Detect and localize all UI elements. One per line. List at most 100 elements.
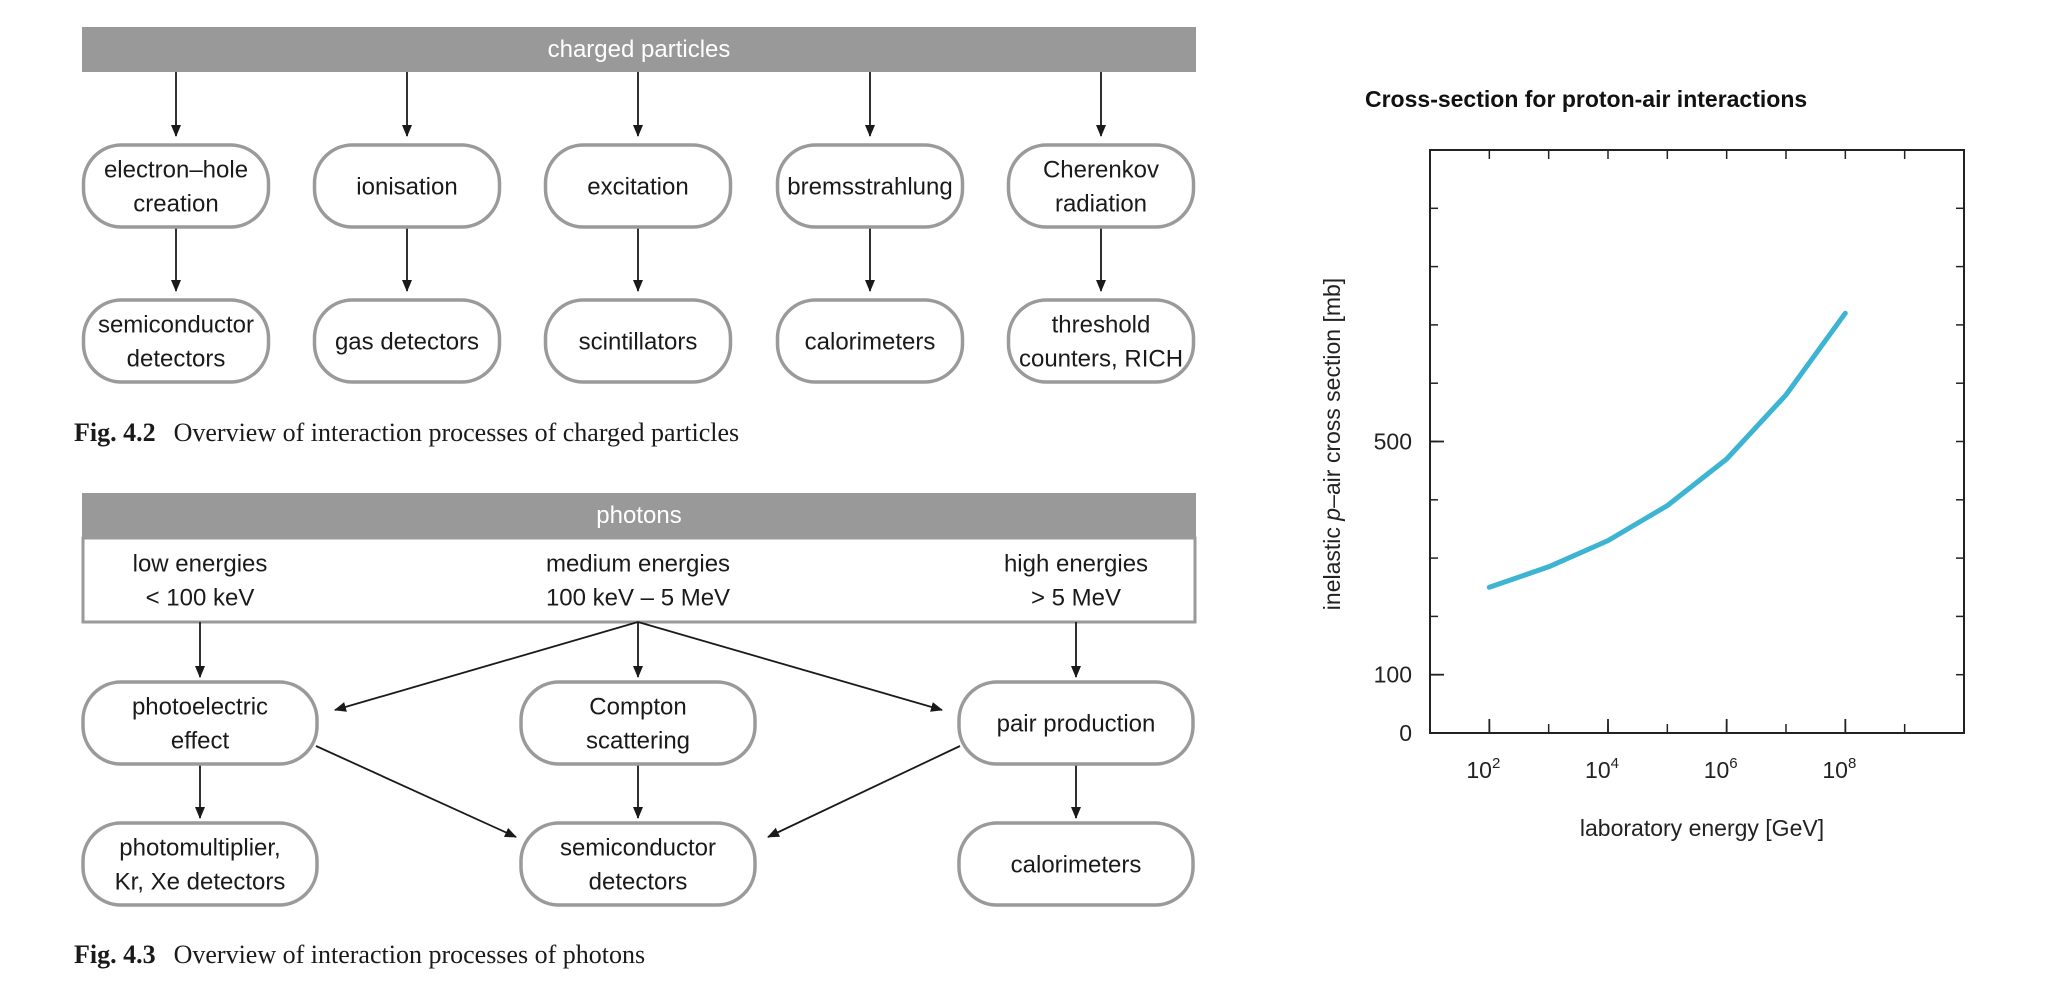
arrow-medium-to-photoelectric [334,621,639,712]
arrow-photoelectric-to-semiconductor [315,745,517,838]
photons-header-label: photons [596,502,681,529]
fig-4-2-nodes: electron–hole creation semiconductor detect… [81,143,1196,384]
detector-node-5: threshold counters, RICH [1006,298,1196,384]
detector-node-4-outline [775,298,965,384]
fig-4-3-caption: Fig. 4.3 Overview of interaction processe… [74,940,645,969]
y-axis-label-part-1: inelastic [1319,521,1345,610]
detector-node-1-line-2: detectors [127,346,226,373]
photon-process-node-1-line-1: photoelectric [132,694,268,721]
energy-range-3-line-1: high energies [1004,551,1148,578]
photon-detector-node-3-line-1: calorimeters [1011,852,1142,879]
process-node-5: Cherenkov radiation [1006,143,1196,229]
photon-process-node-2: Compton scattering [519,680,757,766]
photon-detector-node-1-line-1: photomultiplier, [119,835,280,862]
photon-process-node-1-line-2: effect [171,728,230,755]
process-node-1: electron–hole creation [81,143,271,229]
x-tick-label-2: 104 [1585,755,1619,783]
photon-detector-node-2-line-1: semiconductor [560,835,716,862]
charged-particles-header-bar [82,27,1196,72]
photon-process-node-2-line-1: Compton [589,694,686,721]
x-tick-label-exponent: 2 [1492,755,1500,772]
detector-node-2-outline [312,298,502,384]
x-tick-label-base: 10 [1822,757,1848,783]
x-tick-label-exponent: 4 [1611,755,1619,772]
detector-node-2: gas detectors [312,298,502,384]
process-node-5-line-2: radiation [1055,191,1147,218]
y-axis-label-part-2: –air cross section [mb] [1319,278,1345,508]
detector-node-3-line-1: scintillators [579,329,698,356]
process-node-1-outline [81,143,271,229]
y-axis-label: inelastic p–air cross section [mb] [1319,278,1345,610]
photon-detector-node-1: photomultiplier, Kr, Xe detectors [81,821,319,907]
photon-detector-node-2: semiconductor detectors [519,821,757,907]
detector-node-3: scintillators [543,298,733,384]
photon-process-node-3-line-1: pair production [997,711,1156,738]
detector-node-1: semiconductor detectors [81,298,271,384]
photon-process-node-2-outline [519,680,757,766]
x-tick-label-exponent: 6 [1729,755,1737,772]
energy-range-2-line-2: 100 keV – 5 MeV [546,585,730,612]
photon-process-node-1-outline [81,680,319,766]
energy-range-3-line-2: > 5 MeV [1031,585,1121,612]
energy-ranges-panel [81,536,1197,624]
energy-range-2-line-1: medium energies [546,551,730,578]
y-axis-label-variable: p [1319,508,1345,522]
detector-node-3-outline [543,298,733,384]
fig-4-2-diagram: charged particles electron–hole creation s… [74,27,1196,447]
chart-series [1486,310,1848,590]
process-node-4-outline [775,143,965,229]
photon-process-node-2-line-2: scattering [586,728,690,755]
fig-4-3-caption-text: Overview of interaction processes of pho… [174,940,645,969]
process-node-2: ionisation [312,143,502,229]
detector-node-1-line-1: semiconductor [98,312,254,339]
fig-4-3-nodes: photoelectric effect photomultiplier, Kr, X… [81,680,1195,907]
series-line-1 [1486,310,1848,590]
chart-title: Cross-section for proton-air interaction… [1365,86,1807,112]
photon-detector-node-3-outline [957,821,1195,907]
x-tick-label-base: 10 [1585,757,1611,783]
fig-4-2-caption-label: Fig. 4.2 [74,418,156,447]
detector-node-5-outline [1006,298,1196,384]
fig-4-3-caption-label: Fig. 4.3 [74,940,156,969]
detector-node-1-outline [81,298,271,384]
photon-process-node-3: pair production [957,680,1195,766]
photon-detector-node-1-outline [81,821,319,907]
detector-node-2-line-1: gas detectors [335,329,479,356]
fig-4-2-arrows [171,72,1106,292]
arrow-pair-to-semiconductor [767,745,961,838]
process-node-2-line-1: ionisation [356,174,457,201]
x-tick-label-3: 106 [1704,755,1738,783]
process-node-1-line-1: electron–hole [104,157,248,184]
x-tick-label-base: 10 [1466,757,1492,783]
energy-range-1-line-1: low energies [133,551,268,578]
energy-range-1-line-2: < 100 keV [146,585,255,612]
fig-4-3-diagram: photons low energies < 100 keV medium ener… [74,493,1197,969]
plot-frame [1429,149,1965,734]
process-node-3: excitation [543,143,733,229]
x-tick-label-exponent: 8 [1848,755,1856,772]
x-tick-label-4: 108 [1822,755,1856,783]
photon-process-node-1: photoelectric effect [81,680,319,766]
photon-detector-node-1-line-2: Kr, Xe detectors [115,869,286,896]
y-tick-label-2: 100 [1374,662,1412,688]
process-node-3-outline [543,143,733,229]
arrow-medium-to-pair [637,621,943,712]
process-node-2-outline [312,143,502,229]
photon-detector-node-3: calorimeters [957,821,1195,907]
process-node-3-line-1: excitation [587,174,688,201]
energy-range-labels: low energies < 100 keV medium energies 100 … [133,551,1148,612]
cross-section-chart: Cross-section for proton-air interaction… [1319,86,1965,841]
photon-process-node-3-outline [957,680,1195,766]
process-node-5-outline [1006,143,1196,229]
x-tick-label-base: 10 [1704,757,1730,783]
chart-ticks [1430,150,1964,734]
fig-4-3-arrows [195,621,1081,838]
photon-detector-node-2-outline [519,821,757,907]
detector-node-5-line-2: counters, RICH [1019,346,1183,373]
process-node-4-line-1: bremsstrahlung [787,174,952,201]
detector-node-4-line-1: calorimeters [805,329,936,356]
x-tick-label-1: 102 [1466,755,1500,783]
detector-node-4: calorimeters [775,298,965,384]
